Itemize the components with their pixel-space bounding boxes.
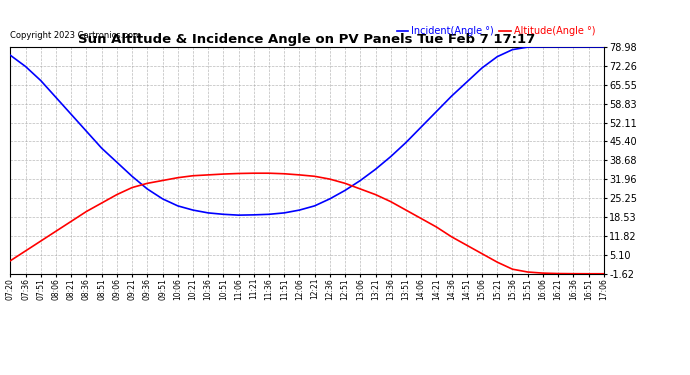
Legend: Incident(Angle °), Altitude(Angle °): Incident(Angle °), Altitude(Angle °) <box>393 22 599 40</box>
Title: Sun Altitude & Incidence Angle on PV Panels Tue Feb 7 17:17: Sun Altitude & Incidence Angle on PV Pan… <box>79 33 535 46</box>
Text: Copyright 2023 Cartronics.com: Copyright 2023 Cartronics.com <box>10 31 141 40</box>
